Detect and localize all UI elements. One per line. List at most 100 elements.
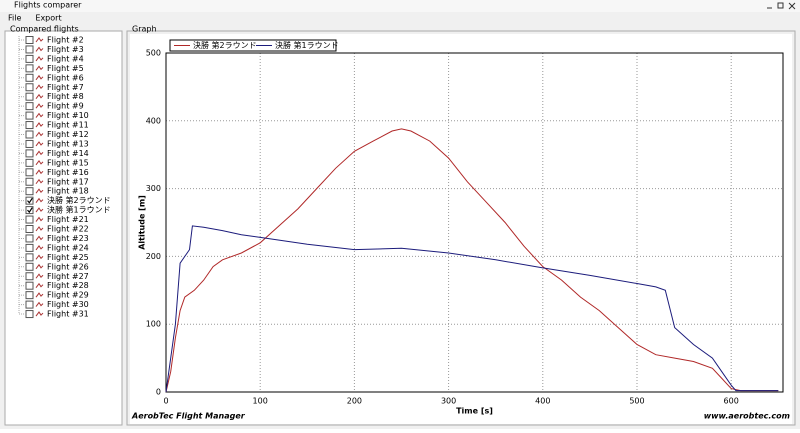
- flight-label[interactable]: Flight #5: [47, 64, 84, 73]
- x-tick-label: 500: [629, 397, 644, 406]
- checkbox[interactable]: [25, 177, 34, 186]
- graph-box: [126, 30, 796, 426]
- flight-icon: [35, 74, 44, 81]
- graph-title: Graph: [132, 25, 157, 34]
- checkbox[interactable]: [25, 54, 34, 63]
- flight-icon: [35, 273, 44, 279]
- checkbox[interactable]: [25, 196, 34, 205]
- flight-icon: [35, 188, 44, 194]
- checkbox[interactable]: [25, 281, 34, 290]
- checkbox[interactable]: [25, 300, 34, 309]
- checkbox[interactable]: [25, 102, 34, 111]
- flight-icon: [35, 311, 44, 317]
- y-tick-label: 400: [146, 116, 161, 125]
- flight-icon: [35, 159, 44, 166]
- flight-label[interactable]: Flight #29: [47, 291, 89, 300]
- checkbox[interactable]: [25, 253, 34, 262]
- flight-label[interactable]: Flight #24: [47, 243, 89, 252]
- flight-label[interactable]: Flight #27: [47, 272, 89, 281]
- checkbox[interactable]: [25, 111, 34, 120]
- checkbox[interactable]: [25, 206, 34, 215]
- footer-left: AerobTec Flight Manager: [131, 412, 246, 421]
- flight-icon: [35, 301, 44, 307]
- window-controls[interactable]: [767, 2, 796, 10]
- flight-icon: [35, 263, 44, 270]
- checkbox[interactable]: [25, 243, 34, 252]
- checkbox[interactable]: [25, 149, 34, 158]
- checkbox[interactable]: [25, 310, 34, 319]
- checkbox[interactable]: [25, 225, 34, 233]
- sidebar-title: Compared flights: [10, 25, 79, 34]
- graph-bg: [130, 34, 792, 424]
- flight-icon: [35, 103, 44, 109]
- flight-icon: [35, 282, 44, 288]
- flight-label[interactable]: Flight #21: [47, 215, 89, 224]
- checkbox[interactable]: [25, 215, 34, 224]
- checkbox[interactable]: [25, 272, 34, 281]
- y-tick-label: 100: [146, 320, 161, 329]
- checkbox[interactable]: [25, 64, 34, 73]
- flight-label[interactable]: Flight #6: [47, 73, 84, 82]
- x-tick-label: 400: [535, 397, 550, 406]
- flight-label[interactable]: Flight #26: [47, 262, 89, 271]
- menu-item[interactable]: Export: [35, 14, 61, 23]
- checkbox[interactable]: [25, 262, 34, 271]
- flight-label[interactable]: Flight #16: [47, 168, 89, 177]
- flight-icon: [35, 169, 44, 175]
- x-tick-label: 300: [441, 397, 456, 406]
- flight-label[interactable]: Flight #10: [47, 111, 89, 120]
- flight-icon: [35, 254, 44, 260]
- flight-label[interactable]: Flight #23: [47, 234, 89, 243]
- checkbox[interactable]: [25, 158, 34, 167]
- flight-label[interactable]: Flight #15: [47, 158, 89, 167]
- checkbox[interactable]: [25, 73, 34, 82]
- flight-label[interactable]: Flight #4: [47, 54, 84, 63]
- flight-label[interactable]: Flight #30: [47, 300, 89, 309]
- flight-icon: [35, 122, 44, 128]
- footer-right: www.aerobtec.com: [704, 412, 790, 421]
- flight-label[interactable]: Flight #17: [47, 177, 89, 186]
- checkbox[interactable]: [25, 187, 34, 196]
- sidebar-box: [4, 30, 123, 426]
- checkbox[interactable]: [25, 130, 34, 139]
- y-tick-label: 200: [146, 252, 161, 261]
- flight-label[interactable]: 決勝 第1ラウンド: [47, 205, 111, 215]
- flight-label[interactable]: Flight #18: [47, 187, 89, 196]
- flight-icon: [35, 93, 44, 99]
- flight-label[interactable]: Flight #11: [47, 121, 89, 130]
- checkbox[interactable]: [25, 139, 34, 148]
- checkbox[interactable]: [25, 36, 34, 44]
- x-tick-label: 600: [724, 397, 739, 406]
- flight-label[interactable]: Flight #28: [47, 281, 89, 290]
- flight-icon: [35, 84, 44, 90]
- checkbox[interactable]: [25, 291, 34, 300]
- flight-icon: [35, 112, 44, 118]
- flight-icon: [35, 178, 44, 185]
- checkbox[interactable]: [25, 168, 34, 177]
- checkbox[interactable]: [25, 234, 34, 243]
- x-tick-label: 200: [347, 397, 362, 406]
- flight-label[interactable]: Flight #13: [47, 139, 89, 148]
- flight-label[interactable]: Flight #31: [47, 310, 89, 319]
- flight-icon: [35, 46, 44, 52]
- flight-icon: [35, 235, 44, 241]
- x-tick-label: 100: [253, 397, 268, 406]
- flight-label[interactable]: Flight #14: [47, 149, 89, 158]
- flight-label[interactable]: Flight #22: [47, 225, 89, 234]
- flight-label[interactable]: Flight #3: [47, 45, 84, 54]
- flight-label[interactable]: Flight #8: [47, 92, 84, 101]
- flight-label[interactable]: Flight #9: [47, 102, 84, 111]
- flight-label[interactable]: Flight #2: [47, 36, 84, 45]
- checkbox[interactable]: [25, 83, 34, 92]
- plot-frame: [165, 52, 784, 393]
- flight-label[interactable]: Flight #12: [47, 130, 89, 139]
- menu-item[interactable]: File: [8, 14, 21, 23]
- flight-label[interactable]: Flight #25: [47, 253, 89, 262]
- flight-label[interactable]: Flight #7: [47, 83, 84, 92]
- flight-label[interactable]: 決勝 第2ラウンド: [47, 195, 111, 205]
- checkbox[interactable]: [25, 121, 34, 130]
- flight-icon: [35, 207, 44, 213]
- checkbox[interactable]: [25, 45, 34, 54]
- checkbox[interactable]: [25, 92, 34, 101]
